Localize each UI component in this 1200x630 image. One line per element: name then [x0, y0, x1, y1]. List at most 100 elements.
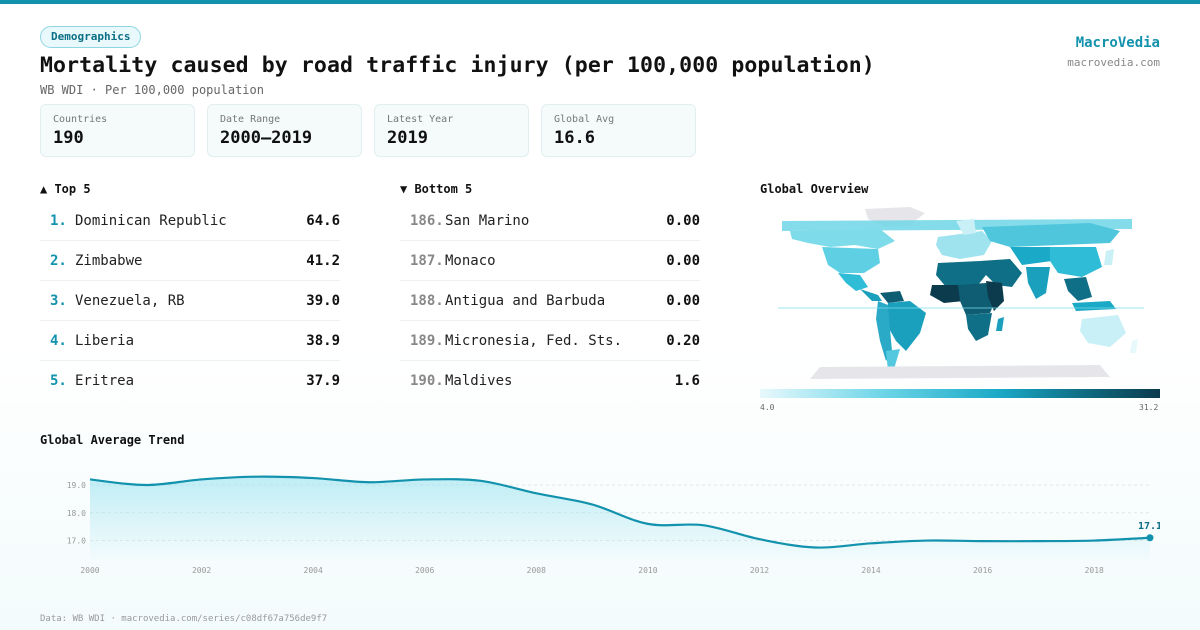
country-name: Venezuela, RB [75, 293, 185, 309]
country-value: 39.0 [306, 293, 340, 309]
map-region-southern-cone [886, 349, 900, 371]
page-title: Mortality caused by road traffic injury … [40, 53, 875, 78]
trend-area [90, 476, 1150, 560]
country-name: Eritrea [75, 373, 135, 389]
rank: 188. [410, 293, 444, 309]
top-accent-bar [0, 0, 1200, 4]
list-item[interactable]: 4. Liberia 38.9 [40, 321, 340, 361]
source-footer[interactable]: Data: WB WDI · macrovedia.com/series/c08… [40, 614, 328, 624]
brand-url[interactable]: macrovedia.com [1067, 56, 1160, 69]
stat-card-global-avg: Global Avg 16.6 [541, 104, 696, 157]
map-region-central-africa [958, 283, 996, 315]
map-color-legend [760, 389, 1160, 398]
page-subtitle: WB WDI · Per 100,000 population [40, 83, 264, 97]
map-region-indonesia [1072, 301, 1116, 311]
map-region-new-zealand [1130, 339, 1138, 353]
world-choropleth-map[interactable] [760, 201, 1160, 383]
stat-label: Date Range [220, 114, 281, 125]
x-tick-label: 2000 [80, 566, 99, 575]
stat-card-latest-year: Latest Year 2019 [374, 104, 529, 157]
country-value: 0.00 [666, 213, 700, 229]
trend-line [89, 475, 1151, 549]
map-region-antarctica [810, 365, 1110, 379]
country-name: Antigua and Barbuda [445, 293, 606, 309]
rank: 2. [50, 253, 67, 269]
stat-label: Global Avg [554, 114, 615, 125]
list-item[interactable]: 1. Dominican Republic 64.6 [40, 201, 340, 241]
rank: 1. [50, 213, 67, 229]
country-name: Zimbabwe [75, 253, 143, 269]
legend-max-label: 31.2 [1139, 403, 1159, 412]
rank: 3. [50, 293, 67, 309]
trend-end-label: 17.1 [1138, 521, 1160, 532]
map-region-scandinavia [956, 219, 976, 235]
x-tick-label: 2010 [638, 566, 657, 575]
country-value: 64.6 [306, 213, 340, 229]
x-tick-label: 2012 [750, 566, 769, 575]
country-name: San Marino [445, 213, 530, 229]
y-tick-label: 17.0 [67, 537, 86, 546]
rank: 190. [410, 373, 444, 389]
x-tick-label: 2014 [861, 566, 880, 575]
trend-heading: Global Average Trend [40, 433, 185, 447]
stat-label: Countries [53, 114, 108, 125]
bottom5-list: 186. San Marino 0.00 187. Monaco 0.00 18… [400, 201, 700, 401]
x-tick-label: 2018 [1085, 566, 1104, 575]
country-value: 37.9 [306, 373, 340, 389]
trend-chart[interactable]: 17.0 18.0 19.0 2000 2002 2004 2006 2008 2010 2012… [40, 450, 1162, 580]
x-tick-label: 2016 [973, 566, 992, 575]
brand-name[interactable]: MacroVedia [1075, 35, 1160, 51]
country-value: 0.20 [666, 333, 700, 349]
list-item[interactable]: 5. Eritrea 37.9 [40, 361, 340, 401]
rank: 187. [410, 253, 444, 269]
map-region-brazil [886, 301, 926, 351]
x-tick-label: 2008 [527, 566, 546, 575]
country-value: 0.00 [666, 293, 700, 309]
map-region-usa [822, 247, 880, 273]
stat-label: Latest Year [387, 114, 454, 125]
legend-min-label: 4.0 [760, 403, 775, 412]
map-region-east-africa [986, 281, 1004, 311]
country-name: Monaco [445, 253, 496, 269]
trend-end-point[interactable] [1146, 534, 1154, 542]
stat-value: 2000–2019 [220, 128, 313, 148]
country-value: 1.6 [674, 373, 700, 389]
list-item[interactable]: 2. Zimbabwe 41.2 [40, 241, 340, 281]
map-heading: Global Overview [760, 182, 869, 196]
map-region-west-africa [930, 285, 964, 303]
list-item[interactable]: 190. Maldives 1.6 [400, 361, 700, 401]
map-region-andes [876, 301, 892, 361]
list-item[interactable]: 189. Micronesia, Fed. Sts. 0.20 [400, 321, 700, 361]
map-region-mexico [838, 273, 868, 291]
stat-value: 190 [53, 128, 84, 148]
map-region-europe [936, 231, 992, 259]
top5-heading: ▲ Top 5 [40, 182, 91, 196]
list-item[interactable]: 188. Antigua and Barbuda 0.00 [400, 281, 700, 321]
x-tick-label: 2006 [415, 566, 434, 575]
category-badge[interactable]: Demographics [40, 26, 142, 48]
list-item[interactable]: 186. San Marino 0.00 [400, 201, 700, 241]
stat-value: 2019 [387, 128, 428, 148]
bottom5-heading: ▼ Bottom 5 [400, 182, 473, 196]
rank: 189. [410, 333, 444, 349]
stat-card-date-range: Date Range 2000–2019 [207, 104, 362, 157]
map-region-central-asia [1010, 247, 1052, 265]
list-item[interactable]: 3. Venezuela, RB 39.0 [40, 281, 340, 321]
y-tick-label: 18.0 [67, 509, 86, 518]
map-region-madagascar [996, 317, 1004, 331]
rank: 4. [50, 333, 67, 349]
country-name: Liberia [75, 333, 135, 349]
y-tick-label: 19.0 [67, 481, 86, 490]
map-region-southeast-asia [1064, 277, 1092, 301]
country-name: Micronesia, Fed. Sts. [445, 333, 623, 349]
rank: 186. [410, 213, 444, 229]
map-region-middle-east [980, 259, 1022, 287]
world-map-svg [778, 207, 1144, 379]
map-region-japan [1104, 249, 1114, 265]
map-region-india [1026, 267, 1050, 299]
map-region-australia [1080, 315, 1126, 347]
map-region-north-africa [936, 261, 986, 287]
map-region-southern-africa [966, 313, 992, 341]
country-name: Maldives [445, 373, 513, 389]
list-item[interactable]: 187. Monaco 0.00 [400, 241, 700, 281]
